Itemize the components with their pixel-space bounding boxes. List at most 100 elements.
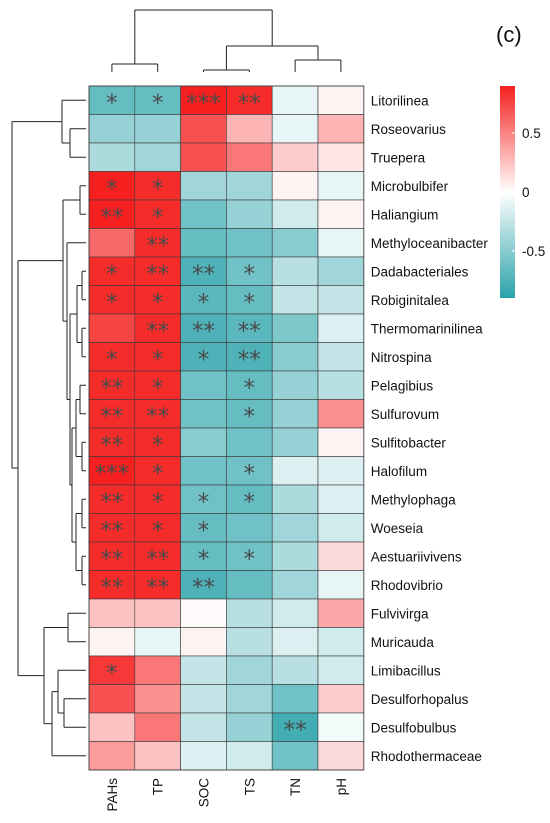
heatmap-cell-microbulbifer-ts: [226, 171, 273, 201]
significance-marker: *: [244, 489, 256, 515]
column-label: TP: [151, 778, 166, 795]
heatmap-cell-woeseia-ph: [317, 513, 365, 543]
heatmap-cell-nitrospina-ts: [226, 342, 273, 372]
row-label: Limibacillus: [371, 663, 441, 678]
heatmap-cell-sulfurovum-tp: [134, 399, 181, 429]
heatmap-cell-aestuariivivens-tp: [134, 541, 181, 571]
heatmap-cell-rhodovibrio-ts: [226, 570, 273, 600]
significance-marker: *: [152, 461, 164, 487]
heatmap-cell-rhodothermaceae-tp: [134, 741, 181, 771]
heatmap-cell-limibacillus-ph: [317, 655, 365, 685]
heatmap-cell-roseovarius-tp: [134, 114, 181, 144]
row-label: Methyloceanibacter: [371, 236, 489, 251]
heatmap-cell-desulfobulbus-tp: [134, 712, 181, 742]
row-label: Microbulbifer: [371, 179, 449, 194]
heatmap-cell-aestuariivivens-tn: [271, 541, 319, 571]
heatmap-cell-haliangium-ts: [226, 199, 273, 229]
heatmap-cell-sulfitobacter-pahs: [88, 427, 136, 457]
heatmap-cell-nitrospina-tn: [271, 342, 319, 372]
significance-marker: **: [238, 347, 261, 373]
heatmap-cell-dadabacteriales-tn: [271, 256, 319, 286]
significance-marker: *: [152, 489, 164, 515]
heatmap-cell-muricauda-ph: [317, 627, 365, 657]
heatmap-cell-thermomarinilinea-tn: [271, 313, 319, 343]
heatmap-cell-rhodovibrio-tn: [271, 570, 319, 600]
heatmap-cell-muricauda-tn: [271, 627, 319, 657]
significance-marker: *: [106, 90, 118, 116]
heatmap-cell-muricauda-soc: [180, 627, 227, 657]
heatmap-cell-desulfobulbus-ts: [226, 712, 273, 742]
significance-marker: *: [198, 489, 210, 515]
row-label: Truepera: [371, 150, 426, 165]
column-label: PAHs: [105, 778, 120, 812]
heatmap-cell-limibacillus-soc: [180, 655, 227, 685]
significance-marker: **: [192, 261, 215, 287]
column-label: pH: [334, 778, 349, 795]
column-label: SOC: [197, 778, 212, 808]
heatmap-cell-woeseia-tn: [271, 513, 319, 543]
row-label: Pelagibius: [371, 378, 434, 393]
column-label: TS: [242, 778, 257, 795]
heatmap-cell-desulfobulbus-ph: [317, 712, 365, 742]
heatmap-cell-litorilinea-pahs: [88, 85, 136, 115]
heatmap-cell-nitrospina-ph: [317, 342, 365, 372]
heatmap-cell-desulforhopalus-tn: [271, 684, 319, 714]
heatmap-cell-woeseia-tp: [134, 513, 181, 543]
heatmap-cell-aestuariivivens-ts: [226, 541, 273, 571]
column-label: TN: [288, 778, 303, 796]
heatmap-cell-rhodothermaceae-pahs: [88, 741, 136, 771]
heatmap-cell-truepera-tp: [134, 142, 181, 172]
heatmap-cell-aestuariivivens-soc: [180, 541, 227, 571]
heatmap-cell-desulfobulbus-soc: [180, 712, 227, 742]
heatmap-cell-methyloceanibacter-tn: [271, 228, 319, 258]
heatmap-cell-thermomarinilinea-pahs: [88, 313, 136, 343]
heatmap-cell-desulforhopalus-ph: [317, 684, 365, 714]
heatmap-cell-thermomarinilinea-ts: [226, 313, 273, 343]
significance-marker: **: [100, 575, 123, 601]
significance-marker: *: [244, 546, 256, 572]
heatmap-cell-desulforhopalus-ts: [226, 684, 273, 714]
significance-marker: **: [238, 90, 261, 116]
heatmap-cell-roseovarius-tn: [271, 114, 319, 144]
heatmap-cell-sulfurovum-ts: [226, 399, 273, 429]
heatmap-cell-truepera-pahs: [88, 142, 136, 172]
heatmap-cell-litorilinea-soc: [180, 85, 227, 115]
heatmap-cell-haliangium-tn: [271, 199, 319, 229]
heatmap-cell-nitrospina-tp: [134, 342, 181, 372]
significance-marker: **: [146, 575, 169, 601]
significance-marker: **: [146, 546, 169, 572]
row-label: Roseovarius: [371, 122, 446, 137]
row-label: Thermomarinilinea: [371, 321, 483, 336]
row-label: Rhodothermaceae: [371, 749, 482, 764]
row-label: Woeseia: [371, 521, 424, 536]
heatmap-cell-sulfitobacter-ts: [226, 427, 273, 457]
heatmap-cell-microbulbifer-soc: [180, 171, 227, 201]
heatmap-cell-dadabacteriales-ts: [226, 256, 273, 286]
heatmap-cell-nitrospina-soc: [180, 342, 227, 372]
heatmap-cell-robiginitalea-ts: [226, 285, 273, 315]
color-legend-tick-label: -0.5: [522, 244, 545, 259]
significance-marker: *: [198, 546, 210, 572]
heatmap-cell-roseovarius-pahs: [88, 114, 136, 144]
heatmap-cell-halofilum-soc: [180, 456, 227, 486]
significance-marker: *: [244, 404, 256, 430]
significance-marker: *: [198, 518, 210, 544]
heatmap-cell-methyloceanibacter-soc: [180, 228, 227, 258]
heatmap-border: [88, 85, 365, 771]
significance-marker: *: [198, 290, 210, 316]
heatmap-cell-desulfobulbus-tn: [271, 712, 319, 742]
row-label: Robiginitalea: [371, 293, 450, 308]
heatmap-cell-methylophaga-ts: [226, 484, 273, 514]
heatmap-cell-fulvivirga-ph: [317, 598, 365, 628]
heatmap-cell-sulfurovum-tn: [271, 399, 319, 429]
heatmap-cell-muricauda-tp: [134, 627, 181, 657]
heatmap-cell-pelagibius-pahs: [88, 370, 136, 400]
significance-marker: *: [106, 176, 118, 202]
significance-marker: **: [100, 432, 123, 458]
heatmap-cell-desulforhopalus-tp: [134, 684, 181, 714]
significance-marker: ***: [95, 461, 130, 487]
significance-marker: **: [100, 489, 123, 515]
significance-marker: **: [192, 318, 215, 344]
heatmap-cell-litorilinea-tn: [271, 85, 319, 115]
heatmap-cell-dadabacteriales-soc: [180, 256, 227, 286]
